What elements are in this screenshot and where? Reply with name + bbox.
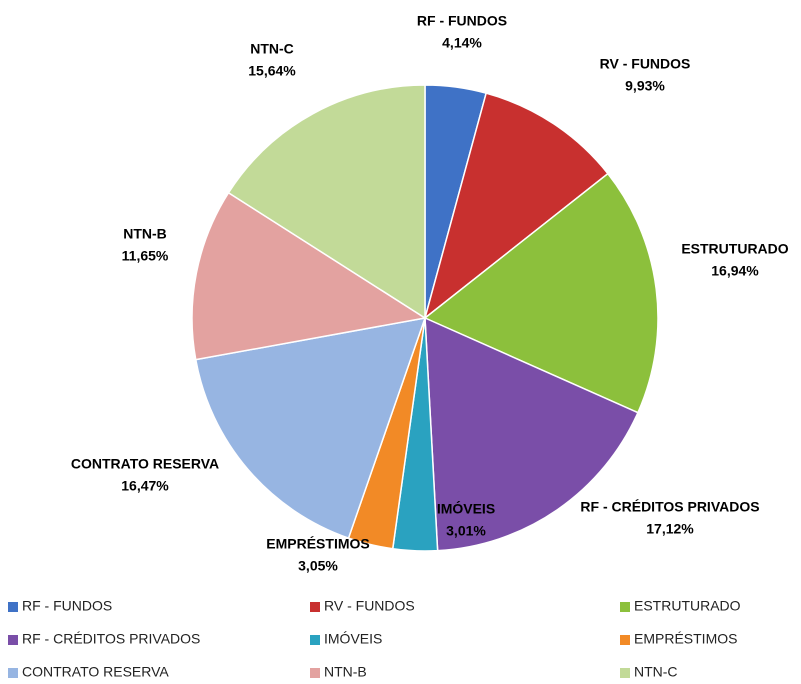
pie-slice xyxy=(194,317,427,540)
slice-value-label: 11,65% xyxy=(122,248,169,264)
slice-label: RV - FUNDOS xyxy=(600,56,691,72)
slice-label: CONTRATO RESERVA xyxy=(71,456,219,472)
slice-value-label: 15,64% xyxy=(248,63,296,79)
legend-swatch xyxy=(8,668,18,678)
slice-value-label: 4,14% xyxy=(442,35,482,51)
legend-label: IMÓVEIS xyxy=(324,631,382,647)
slice-value-label: 16,47% xyxy=(121,478,169,494)
slice-value-label: 16,94% xyxy=(711,263,759,279)
slice-value-label: 17,12% xyxy=(646,521,694,537)
legend-swatch xyxy=(620,635,630,645)
pie-slice xyxy=(191,191,428,361)
legend-label: NTN-B xyxy=(324,664,367,680)
slice-value-label: 3,05% xyxy=(298,558,338,574)
slice-label: ESTRUTURADO xyxy=(681,241,788,257)
slice-label: RF - FUNDOS xyxy=(417,13,507,29)
legend-swatch xyxy=(310,602,320,612)
legend-swatch xyxy=(310,635,320,645)
legend-label: EMPRÉSTIMOS xyxy=(634,631,737,647)
legend-label: RV - FUNDOS xyxy=(324,598,415,614)
slice-label: IMÓVEIS xyxy=(437,500,495,517)
legend-label: NTN-C xyxy=(634,664,678,680)
slice-value-label: 3,01% xyxy=(446,523,486,539)
legend-swatch xyxy=(620,668,630,678)
slice-label: RF - CRÉDITOS PRIVADOS xyxy=(580,499,759,515)
slice-label: NTN-B xyxy=(123,226,167,242)
legend-swatch xyxy=(620,602,630,612)
legend-label: CONTRATO RESERVA xyxy=(22,664,169,680)
slice-value-label: 9,93% xyxy=(625,78,665,94)
slice-label: NTN-C xyxy=(250,41,294,57)
slice-label: EMPRÉSTIMOS xyxy=(266,536,369,552)
legend-label: RF - FUNDOS xyxy=(22,598,112,614)
pie-slice xyxy=(424,316,639,552)
legend-label: RF - CRÉDITOS PRIVADOS xyxy=(22,631,200,647)
legend-swatch xyxy=(8,635,18,645)
legend-swatch xyxy=(310,668,320,678)
pie-slice xyxy=(423,172,659,414)
legend-swatch xyxy=(8,602,18,612)
pie-slice xyxy=(423,92,609,320)
pie-slice xyxy=(227,84,426,320)
legend-label: ESTRUTURADO xyxy=(634,598,741,614)
